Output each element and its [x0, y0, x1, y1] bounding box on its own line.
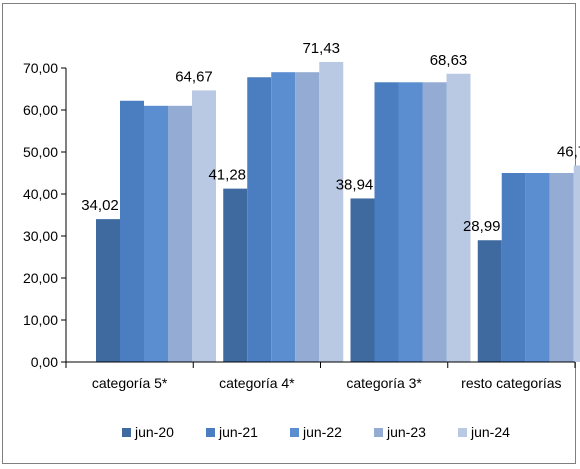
data-label: 46,79	[557, 143, 580, 160]
bar-4-jun-20	[477, 240, 502, 362]
data-label: 34,02	[81, 197, 119, 214]
legend-swatch	[290, 428, 299, 437]
legend-swatch	[374, 428, 383, 437]
bar-1-jun-22	[144, 105, 168, 363]
y-tick-label: 0,00	[31, 354, 58, 370]
legend-swatch	[206, 428, 215, 437]
legend-label: jun-21	[218, 424, 258, 440]
legend-label: jun-20	[134, 424, 174, 440]
legend: jun-20 jun-21 jun-22 jun-23 jun-24	[122, 424, 510, 440]
data-label: 68,63	[430, 52, 468, 69]
axes-group: 0,00 10,00 20,00 30,00 40,00 50,00 60,00 70,00 c…	[23, 60, 576, 391]
x-category-label: categoría 3*	[346, 375, 422, 391]
data-label: 38,94	[336, 176, 374, 193]
y-tick-label: 60,00	[23, 102, 58, 118]
bar-1-jun-20	[96, 219, 120, 362]
bar-1-jun-24	[192, 90, 216, 363]
bar-2-jun-20	[223, 188, 248, 362]
bar-3-jun-24	[446, 73, 471, 362]
data-label: 28,99	[463, 218, 501, 235]
bar-3-jun-22	[398, 82, 423, 362]
legend-swatch	[458, 428, 467, 437]
bar-4-jun-23	[549, 173, 574, 362]
bar-2-jun-21	[247, 77, 272, 363]
bar-2-jun-23	[295, 72, 320, 362]
x-category-label: categoría 5*	[92, 375, 168, 391]
bar-3-jun-20	[350, 198, 375, 362]
bar-4-jun-21	[501, 173, 526, 362]
y-tick-label: 20,00	[23, 270, 58, 286]
bar-3-jun-23	[422, 82, 447, 362]
bar-2-jun-22	[271, 72, 296, 362]
data-label: 71,43	[302, 40, 340, 57]
y-tick-label: 10,00	[23, 312, 58, 328]
legend-label: jun-23	[386, 424, 426, 440]
bar-3-jun-21	[374, 82, 399, 362]
bar-1-jun-23	[168, 105, 192, 363]
data-label: 41,28	[208, 167, 246, 184]
y-tick-label: 40,00	[23, 186, 58, 202]
bar-1-jun-21	[120, 100, 144, 362]
y-tick-label: 30,00	[23, 228, 58, 244]
legend-swatch	[122, 428, 131, 437]
bar-4-jun-22	[525, 173, 550, 362]
x-category-label: resto categorías	[461, 375, 561, 391]
data-label: 64,67	[175, 68, 213, 85]
bar-4-jun-24	[573, 165, 580, 362]
legend-label: jun-24	[470, 424, 510, 440]
legend-label: jun-22	[302, 424, 342, 440]
y-tick-label: 50,00	[23, 144, 58, 160]
y-tick-label: 70,00	[23, 60, 58, 76]
x-category-label: categoría 4*	[219, 375, 295, 391]
bars-group	[96, 61, 580, 363]
bar-2-jun-24	[319, 61, 344, 363]
data-labels-group: 34,02 64,67 41,28 71,43 38,94 68,63 28,99 46,79	[81, 40, 580, 235]
